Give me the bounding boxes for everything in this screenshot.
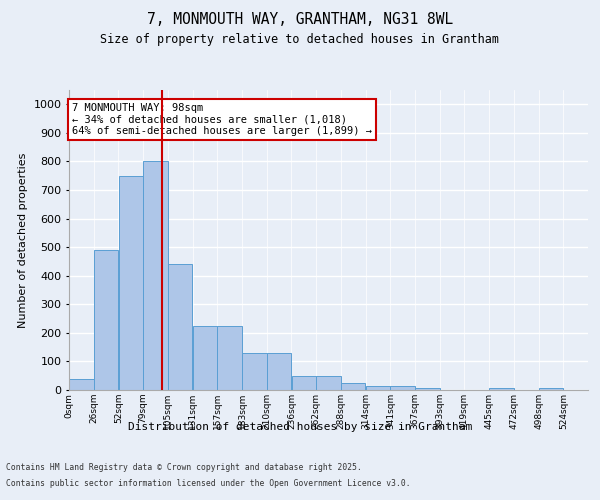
Bar [415, 388, 440, 390]
Bar [365, 386, 390, 390]
Bar [193, 326, 217, 390]
Bar [267, 353, 292, 390]
Text: 7 MONMOUTH WAY: 98sqm
← 34% of detached houses are smaller (1,018)
64% of semi-d: 7 MONMOUTH WAY: 98sqm ← 34% of detached … [72, 103, 372, 136]
Bar [119, 176, 143, 390]
Bar [292, 376, 316, 390]
Bar [341, 383, 365, 390]
Text: Size of property relative to detached houses in Grantham: Size of property relative to detached ho… [101, 32, 499, 46]
Bar [143, 162, 168, 390]
Text: Contains public sector information licensed under the Open Government Licence v3: Contains public sector information licen… [6, 479, 410, 488]
Text: 7, MONMOUTH WAY, GRANTHAM, NG31 8WL: 7, MONMOUTH WAY, GRANTHAM, NG31 8WL [147, 12, 453, 28]
Bar [391, 386, 415, 390]
Bar [316, 376, 341, 390]
Bar [539, 388, 563, 390]
Bar [217, 326, 242, 390]
Bar [489, 388, 514, 390]
Bar [242, 353, 266, 390]
Bar [168, 264, 193, 390]
Bar [69, 378, 94, 390]
Text: Distribution of detached houses by size in Grantham: Distribution of detached houses by size … [128, 422, 472, 432]
Y-axis label: Number of detached properties: Number of detached properties [18, 152, 28, 328]
Bar [94, 250, 118, 390]
Text: Contains HM Land Registry data © Crown copyright and database right 2025.: Contains HM Land Registry data © Crown c… [6, 462, 362, 471]
